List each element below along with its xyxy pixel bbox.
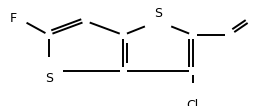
Text: Cl: Cl xyxy=(187,99,199,106)
Text: S: S xyxy=(154,7,162,20)
Text: S: S xyxy=(45,72,53,85)
Text: F: F xyxy=(10,12,17,24)
